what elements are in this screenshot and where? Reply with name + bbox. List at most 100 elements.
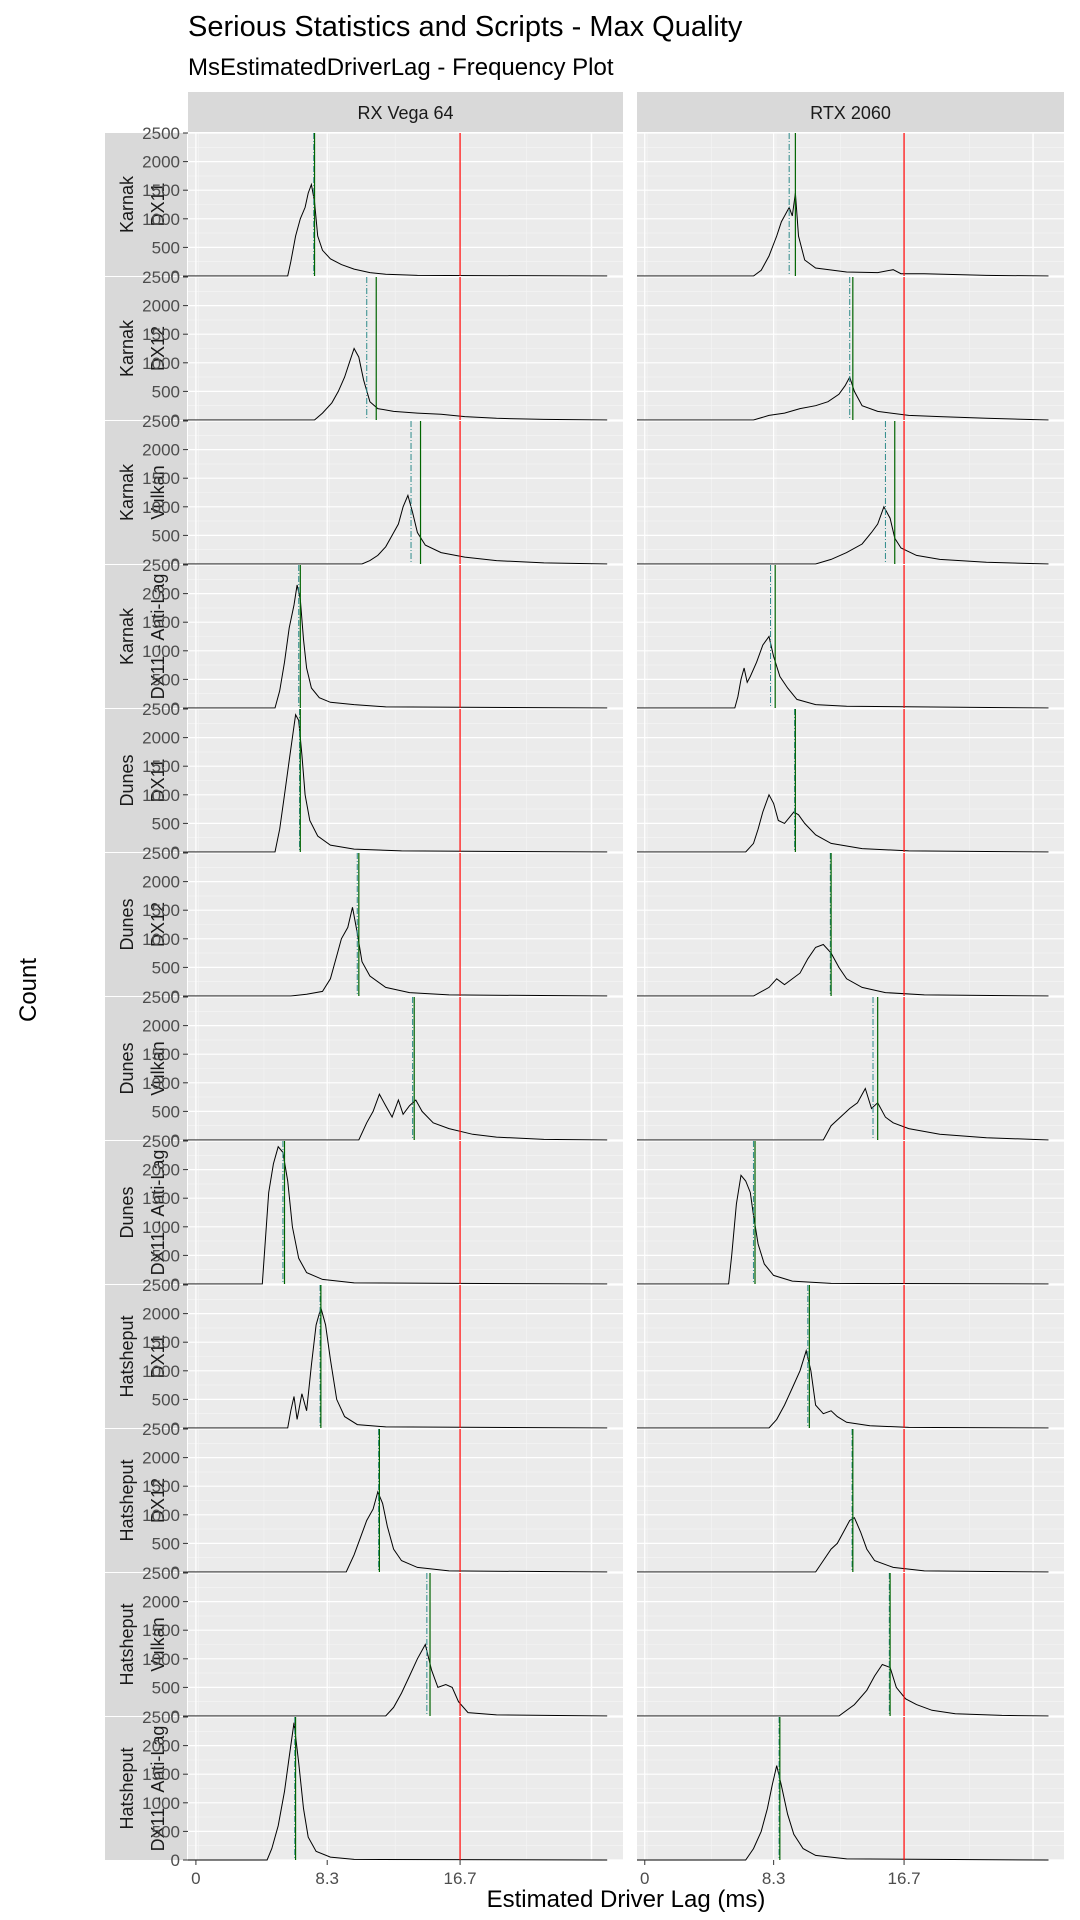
row-strip-location: Dunes: [117, 898, 137, 950]
y-tick-label: 1000: [142, 1506, 180, 1525]
y-tick-label: 1000: [142, 354, 180, 373]
frequency-curve: [188, 1092, 608, 1141]
x-tick-label: 16.7: [888, 1869, 921, 1888]
row-strip-location: Dunes: [117, 1186, 137, 1238]
y-tick-label: 2000: [142, 873, 180, 892]
y-tick-label: 1500: [142, 181, 180, 200]
row-strip: [105, 133, 187, 276]
y-tick-label: 2000: [142, 1161, 180, 1180]
frequency-curve: [637, 1348, 1049, 1429]
y-tick-label: 0: [171, 699, 180, 718]
y-tick-label: 2500: [142, 556, 180, 575]
y-tick-label: 1500: [142, 901, 180, 920]
y-tick-label: 2000: [142, 1593, 180, 1612]
row-strip-api: DX12: [148, 326, 168, 371]
y-tick-label: 0: [171, 987, 180, 1006]
frequency-curve: [188, 907, 608, 997]
y-tick-label: 1000: [142, 1218, 180, 1237]
y-tick-label: 2500: [142, 844, 180, 863]
x-tick-label: 8.3: [762, 1869, 786, 1888]
row-strip-api: DX12: [148, 902, 168, 947]
y-tick-label: 2500: [142, 1276, 180, 1295]
row-strip: [105, 421, 187, 564]
y-tick-label: 1500: [142, 1333, 180, 1352]
frequency-curve: [637, 943, 1049, 997]
row-strip: [105, 277, 187, 420]
frequency-curve: [188, 584, 608, 709]
y-tick-label: 0: [171, 267, 180, 286]
y-tick-label: 0: [171, 1419, 180, 1438]
row-strip-location: Hatsheput: [117, 1459, 137, 1541]
x-tick-label: 8.3: [315, 1869, 339, 1888]
column-strip: [637, 92, 1064, 132]
y-tick-label: 500: [152, 1822, 180, 1841]
y-tick-label: 1000: [142, 1794, 180, 1813]
y-tick-label: 1500: [142, 613, 180, 632]
row-strip-location: Hatsheput: [117, 1747, 137, 1829]
y-tick-label: 500: [152, 1678, 180, 1697]
row-strip-location: Hatsheput: [117, 1315, 137, 1397]
row-strip-api: Vulkan: [148, 465, 168, 519]
y-tick-label: 1500: [142, 1765, 180, 1784]
y-tick-label: 1500: [142, 1045, 180, 1064]
chart-subtitle: MsEstimatedDriverLag - Frequency Plot: [188, 54, 614, 81]
row-strip: [105, 1429, 187, 1572]
y-tick-label: 2000: [142, 1449, 180, 1468]
row-strip: [105, 709, 187, 852]
frequency-curve: [188, 182, 608, 277]
row-strip-api: DX11: [148, 759, 168, 803]
chart-title: Serious Statistics and Scripts - Max Qua…: [188, 11, 743, 43]
y-tick-label: 1500: [142, 757, 180, 776]
y-tick-label: 1500: [142, 1189, 180, 1208]
row-strip-api: DX11: [148, 1335, 168, 1379]
y-tick-label: 1000: [142, 786, 180, 805]
y-tick-label: 1000: [142, 1074, 180, 1093]
y-tick-label: 2500: [142, 1564, 180, 1583]
y-tick-label: 0: [171, 555, 180, 574]
y-tick-label: 2500: [142, 988, 180, 1007]
y-tick-label: 1500: [142, 469, 180, 488]
y-tick-label: 500: [152, 238, 180, 257]
row-strip-location: Karnak: [117, 175, 137, 233]
frequency-curve: [188, 1145, 608, 1285]
row-strip-api: Vulkan: [148, 1617, 168, 1671]
frequency-curve: [637, 1663, 1049, 1717]
y-tick-label: 2000: [142, 1017, 180, 1036]
row-strip-location: Dunes: [117, 754, 137, 806]
y-tick-label: 500: [152, 670, 180, 689]
x-tick-label: 0: [191, 1869, 200, 1888]
y-tick-label: 500: [152, 382, 180, 401]
y-tick-label: 2500: [142, 1708, 180, 1727]
row-strip: [105, 565, 187, 708]
y-tick-label: 1000: [142, 642, 180, 661]
frequency-curve: [637, 635, 1049, 709]
frequency-curve: [637, 793, 1049, 853]
row-strip-api: DX11 - Anti-Lag: [148, 1150, 168, 1276]
frequency-curve: [188, 493, 608, 565]
y-tick-label: 2500: [142, 412, 180, 431]
y-tick-label: 1000: [142, 1650, 180, 1669]
row-strip-api: DX11 - Anti-Lag: [148, 574, 168, 700]
y-axis-label: Count: [15, 958, 42, 1022]
y-tick-label: 2000: [142, 441, 180, 460]
frequency-curve: [188, 1722, 608, 1861]
facet-grid: RX Vega 64 RTX 2060 Karnak DX11 0 500 1000 1500…: [105, 92, 1064, 1888]
y-tick-label: 1500: [142, 1477, 180, 1496]
y-tick-label: 0: [171, 1851, 180, 1870]
y-tick-label: 0: [171, 843, 180, 862]
y-tick-label: 1500: [142, 325, 180, 344]
y-tick-label: 0: [171, 411, 180, 430]
y-tick-label: 2500: [142, 268, 180, 287]
frequency-curve: [637, 375, 1049, 421]
y-tick-label: 1000: [142, 930, 180, 949]
row-strip-api: DX11 - Anti-Lag: [148, 1726, 168, 1852]
y-tick-label: 0: [171, 1275, 180, 1294]
y-tick-label: 2000: [142, 153, 180, 172]
row-strip: [105, 1285, 187, 1428]
row-strip-location: Karnak: [117, 463, 137, 521]
row-strip-location: Karnak: [117, 319, 137, 377]
frequency-curve: [188, 347, 608, 421]
x-tick-label: 0: [640, 1869, 649, 1888]
y-tick-label: 2000: [142, 729, 180, 748]
row-strip: [105, 1141, 187, 1284]
